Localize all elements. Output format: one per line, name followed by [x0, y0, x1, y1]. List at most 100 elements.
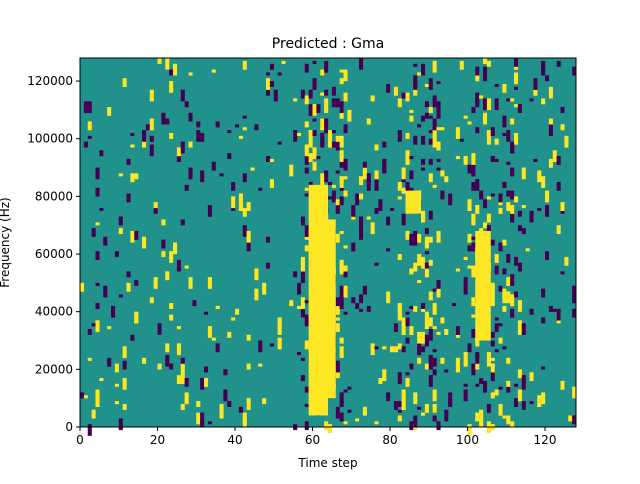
heatmap-cell: [444, 328, 449, 335]
heatmap-cell: [444, 369, 449, 373]
heatmap-cell: [107, 326, 112, 330]
heatmap-cell: [308, 130, 313, 139]
heatmap-cell: [467, 121, 472, 125]
heatmap-cell: [436, 158, 441, 162]
heatmap-cell: [401, 213, 406, 226]
heatmap-cell: [200, 412, 205, 425]
heatmap-cell: [471, 213, 476, 226]
heatmap-cell: [409, 326, 414, 335]
heatmap-cell: [424, 101, 429, 108]
heatmap-cell: [331, 190, 336, 203]
heatmap-band: [405, 190, 421, 214]
heatmap-cell: [421, 412, 426, 416]
heatmap-cell: [161, 219, 166, 226]
heatmap-cell: [196, 130, 201, 142]
heatmap-cell: [176, 156, 181, 162]
heatmap-cell: [382, 369, 387, 382]
heatmap-cell: [300, 297, 305, 310]
heatmap-cell: [552, 308, 557, 312]
heatmap-cell: [393, 346, 398, 353]
heatmap-cell: [529, 98, 534, 102]
heatmap-cell: [502, 415, 507, 419]
heatmap-cell: [362, 285, 367, 295]
heatmap-cell: [421, 115, 426, 122]
heatmap-cell: [335, 323, 340, 333]
heatmap-cell: [83, 395, 88, 399]
heatmap-cell: [153, 202, 158, 209]
heatmap-cell: [277, 317, 282, 330]
heatmap-cell: [320, 132, 325, 145]
heatmap-cell: [537, 395, 542, 408]
heatmap-cell: [424, 112, 429, 119]
heatmap-cells: [80, 58, 577, 436]
heatmap-cell: [424, 228, 429, 235]
heatmap-cell: [149, 297, 154, 304]
heatmap-cell: [254, 288, 259, 301]
heatmap-cell: [405, 92, 410, 102]
heatmap-cell: [184, 265, 189, 269]
heatmap-cell: [502, 239, 507, 246]
heatmap-cell: [471, 314, 476, 318]
heatmap-cell: [498, 386, 503, 390]
heatmap-cell: [355, 193, 360, 206]
heatmap-cell: [126, 193, 131, 203]
heatmap-cell: [572, 66, 577, 76]
y-tick-label: 100000: [27, 132, 73, 146]
heatmap-cell: [258, 340, 263, 353]
heatmap-cell: [393, 323, 398, 333]
heatmap-cell: [479, 409, 484, 422]
heatmap-cell: [339, 150, 344, 162]
heatmap-cell: [254, 124, 259, 131]
heatmap-cell: [343, 158, 348, 171]
heatmap-cell: [397, 303, 402, 312]
heatmap-cell: [366, 173, 371, 183]
heatmap-cell: [149, 144, 154, 157]
heatmap-cell: [436, 331, 441, 335]
heatmap-cell: [351, 297, 356, 304]
heatmap-cell: [440, 357, 445, 364]
heatmap-cell: [417, 349, 422, 356]
heatmap-cell: [517, 104, 522, 113]
heatmap-cell: [405, 230, 410, 240]
heatmap-cell: [421, 167, 426, 171]
heatmap-cell: [351, 205, 356, 217]
y-tick-label: 20000: [35, 362, 73, 376]
heatmap-cell: [347, 109, 352, 122]
heatmap-cell: [502, 294, 507, 304]
heatmap-cell: [529, 210, 534, 223]
heatmap-cell: [432, 118, 437, 131]
heatmap-cell: [548, 305, 553, 312]
heatmap-cell: [211, 337, 216, 341]
heatmap-cell: [312, 60, 317, 64]
heatmap-cell: [393, 86, 398, 96]
heatmap-cell: [529, 401, 534, 405]
heatmap-cell: [273, 89, 278, 102]
heatmap-cell: [343, 124, 348, 134]
heatmap-cell: [537, 207, 542, 211]
heatmap-cell: [297, 282, 302, 295]
x-tick-label: 0: [76, 433, 84, 447]
heatmap-cell: [475, 354, 480, 364]
heatmap-cell: [219, 403, 224, 416]
heatmap-cell: [339, 259, 344, 272]
heatmap-cell: [277, 141, 282, 145]
heatmap-cell: [266, 156, 271, 162]
heatmap-cell: [312, 78, 317, 90]
heatmap-cell: [521, 375, 526, 387]
heatmap-cell: [111, 305, 116, 318]
heatmap-cell: [548, 118, 553, 125]
heatmap-cell: [359, 294, 364, 304]
heatmap-cell: [498, 403, 503, 413]
heatmap-cell: [184, 101, 189, 108]
heatmap-cell: [335, 297, 340, 307]
heatmap-cell: [95, 222, 100, 226]
heatmap-cell: [176, 147, 181, 157]
heatmap-cell: [238, 406, 243, 413]
heatmap-cell: [169, 251, 174, 263]
heatmap-cell: [153, 277, 158, 289]
heatmap-cell: [556, 225, 561, 235]
heatmap-cell: [467, 199, 472, 211]
heatmap-cell: [490, 193, 495, 197]
heatmap-cell: [161, 112, 166, 125]
heatmap-cell: [397, 401, 402, 408]
